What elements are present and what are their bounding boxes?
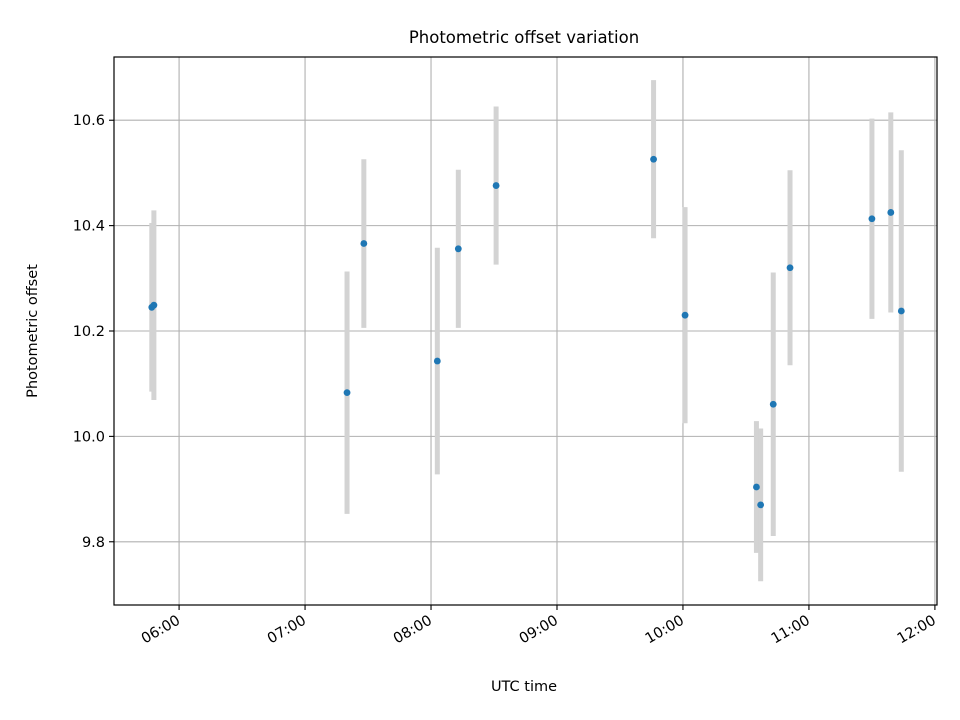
data-point <box>433 357 441 365</box>
y-axis-ticks: 9.8 10.0 10.2 10.4 10.6 <box>73 113 114 551</box>
data-point <box>150 301 158 309</box>
y-tick-label: 10.4 <box>73 219 105 235</box>
y-axis-label: Photometric offset <box>25 264 41 398</box>
y-tick-label: 10.6 <box>73 113 105 129</box>
grid <box>114 57 937 605</box>
data-point <box>360 240 368 247</box>
data-point <box>343 389 351 397</box>
data-point <box>757 501 765 509</box>
x-tick-label: 09:00 <box>517 613 561 648</box>
data-point <box>753 483 760 491</box>
data-point <box>681 311 689 319</box>
data-point <box>492 182 500 189</box>
data-point <box>786 264 794 272</box>
x-tick-label: 08:00 <box>391 613 435 648</box>
data-point <box>650 155 657 163</box>
x-tick-label: 07:00 <box>265 613 309 648</box>
x-axis-label: UTC time <box>491 679 557 695</box>
x-tick-label: 10:00 <box>643 613 687 648</box>
data-point <box>454 245 462 253</box>
chart-title: Photometric offset variation <box>409 28 639 47</box>
x-tick-label: 11:00 <box>769 613 813 648</box>
x-tick-label: 12:00 <box>895 613 939 648</box>
x-tick-label: 06:00 <box>139 613 183 648</box>
x-axis-ticks: 06:00 07:00 08:00 09:00 10:00 11:00 12:00 <box>139 605 939 647</box>
y-tick-label: 9.8 <box>82 535 105 551</box>
data-point <box>887 209 895 216</box>
data-point <box>868 215 876 223</box>
data-point <box>897 307 905 315</box>
data-points <box>148 155 905 509</box>
y-tick-label: 10.0 <box>73 429 105 445</box>
y-tick-label: 10.2 <box>73 324 105 340</box>
data-point <box>769 400 777 408</box>
